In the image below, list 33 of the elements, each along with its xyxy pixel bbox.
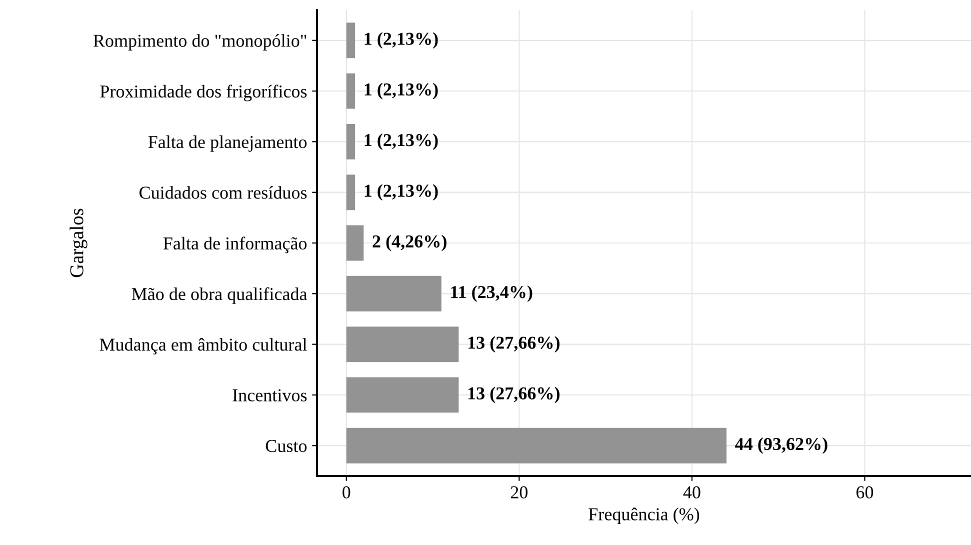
bar	[346, 22, 356, 58]
y-tick-label: Mudança em âmbito cultural	[100, 338, 307, 354]
y-tick-label: Falta de planejamento	[148, 135, 307, 152]
bar	[346, 276, 442, 312]
data-label: 44 (93,62%)	[735, 437, 828, 454]
data-label: 11 (23,4%)	[451, 285, 532, 302]
y-tick-label: Rompimento do "monopólio"	[93, 34, 306, 51]
data-label: 13 (27,66%)	[468, 386, 560, 404]
x-tick-label: 0	[342, 486, 350, 498]
y-tick-label: Falta de informação	[163, 236, 307, 254]
bar	[346, 124, 356, 160]
x-axis-title: Frequência (%)	[588, 508, 700, 524]
data-label: 2 (4,26%)	[372, 234, 446, 252]
bar	[346, 73, 356, 109]
bar	[346, 326, 459, 362]
x-tick-label: 60	[856, 486, 874, 498]
x-tick-label: 20	[510, 486, 528, 498]
y-tick-label: Cuidados com resíduos	[140, 186, 307, 199]
data-label: 1 (2,13%)	[364, 134, 438, 150]
bar	[346, 377, 459, 413]
data-label: 1 (2,13%)	[364, 184, 438, 201]
x-tick-label: 40	[683, 486, 700, 498]
data-label: 1 (2,13%)	[364, 82, 438, 100]
y-tick-label: Proximidade dos frigoríficos	[100, 84, 307, 102]
bar	[346, 428, 727, 464]
y-tick-label: Custo	[266, 440, 307, 452]
y-tick-label: Mão de obra qualificada	[132, 287, 308, 304]
bar	[346, 174, 356, 210]
data-label: 1 (2,13%)	[364, 32, 438, 49]
bar	[346, 225, 364, 261]
y-axis-title: Gargalos	[70, 208, 88, 278]
y-tick-label: Incentivos	[232, 389, 307, 402]
data-label: 13 (27,66%)	[468, 336, 560, 352]
